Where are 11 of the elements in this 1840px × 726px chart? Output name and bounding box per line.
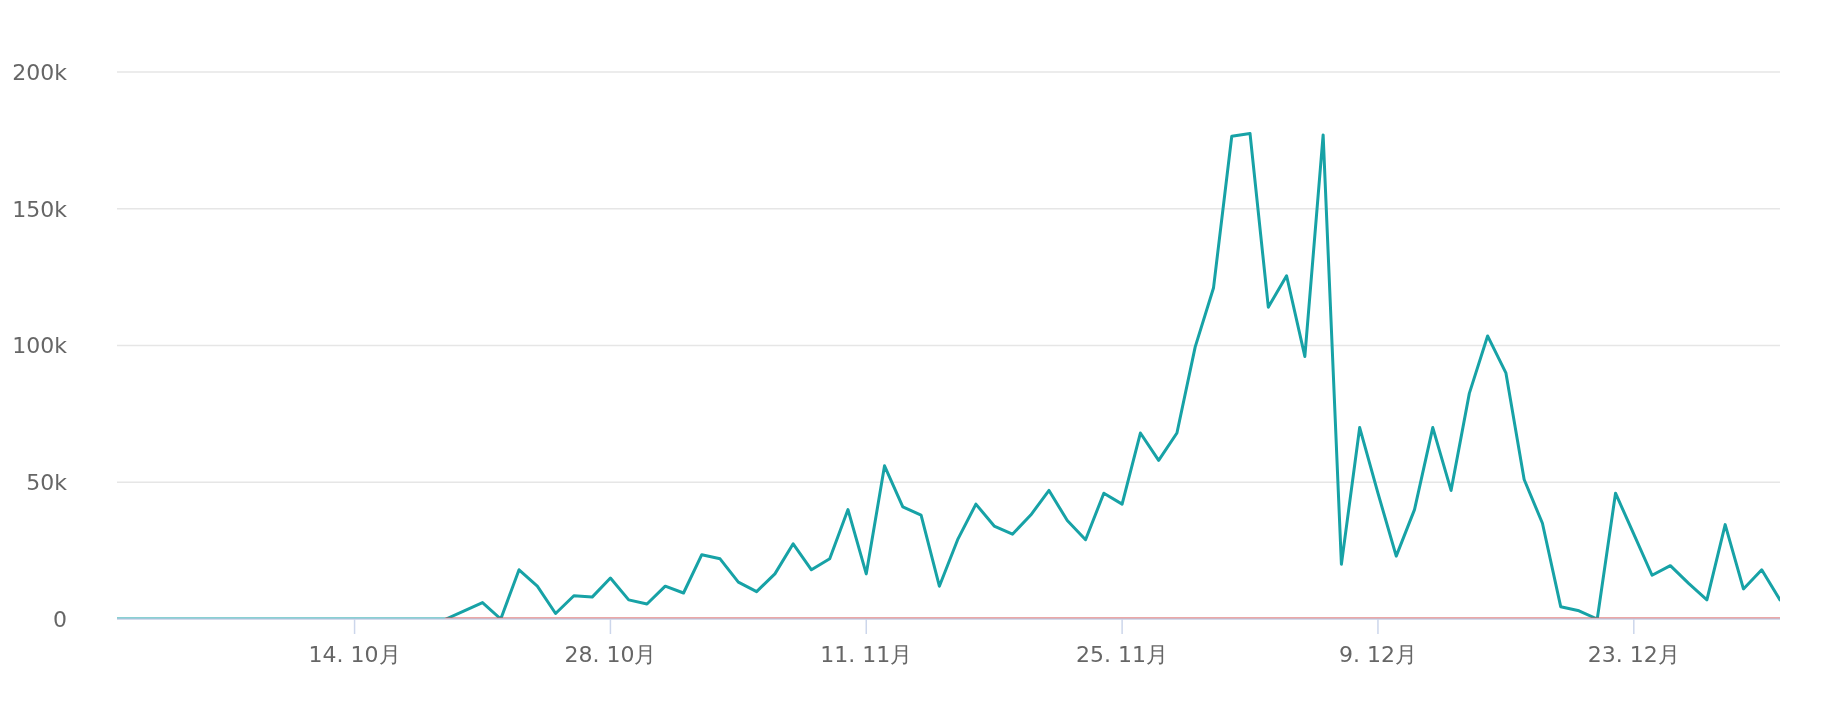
x-tick-label: 28. 10月: [564, 641, 657, 667]
y-tick-label: 150k: [12, 196, 68, 222]
y-tick-label: 100k: [12, 333, 68, 359]
y-tick-label: 0: [53, 606, 67, 632]
y-tick-label: 200k: [12, 59, 68, 85]
x-tick-label: 9. 12月: [1338, 641, 1417, 667]
x-tick-label: 25. 11月: [1076, 641, 1169, 667]
x-tick-label: 23. 12月: [1587, 641, 1680, 667]
y-tick-label: 50k: [26, 470, 68, 496]
x-tick-label: 14. 10月: [308, 641, 401, 667]
x-tick-label: 11. 11月: [820, 641, 913, 667]
